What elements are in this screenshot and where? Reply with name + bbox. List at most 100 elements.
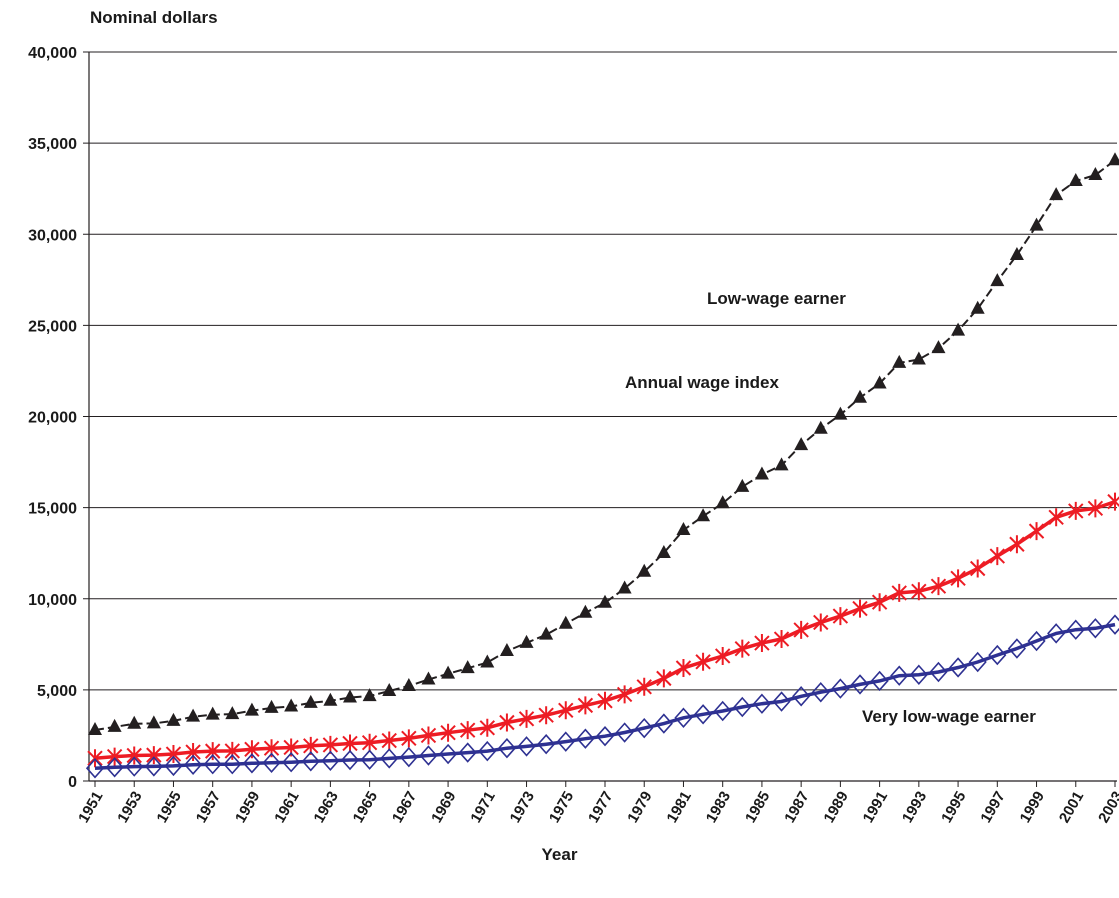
y-tick-label: 30,000 <box>28 227 77 244</box>
data-point <box>715 495 730 509</box>
data-point <box>853 389 867 403</box>
data-point <box>871 593 888 612</box>
data-point <box>301 751 320 772</box>
data-point <box>1087 499 1104 518</box>
y-tick-label: 0 <box>68 774 77 791</box>
x-tick-label: 1987 <box>781 789 812 826</box>
data-point <box>616 685 633 704</box>
series-annotation: Very low-wage earner <box>862 707 1036 726</box>
data-point <box>517 736 536 757</box>
data-point <box>813 420 828 434</box>
data-point <box>321 750 340 771</box>
data-point <box>1029 217 1044 231</box>
data-point <box>852 599 868 618</box>
x-tick-label: 1951 <box>75 789 106 826</box>
data-point <box>792 686 811 707</box>
series-very-low-wage-earner <box>85 614 1119 779</box>
data-point <box>420 726 437 745</box>
data-point <box>1009 535 1025 554</box>
series-annual-wage-index <box>88 152 1119 735</box>
data-point <box>576 728 595 749</box>
data-point <box>774 457 789 471</box>
x-tick-label: 1997 <box>977 788 1008 825</box>
x-tick-label: 1963 <box>310 789 341 826</box>
x-tick-label: 1953 <box>114 789 145 826</box>
series-annotation: Low-wage earner <box>707 289 846 308</box>
data-point <box>164 755 183 777</box>
data-point <box>85 758 105 779</box>
x-tick-label: 1977 <box>585 789 616 826</box>
x-tick-label: 1993 <box>899 789 930 826</box>
data-point <box>696 508 711 522</box>
data-point <box>832 607 849 626</box>
data-point <box>1007 638 1026 659</box>
data-point <box>988 644 1007 666</box>
x-tick-label: 2003 <box>1095 789 1119 826</box>
x-tick-label: 1981 <box>664 789 695 826</box>
data-point <box>578 604 593 618</box>
x-tick-label: 1967 <box>389 789 420 826</box>
data-point <box>1086 618 1105 639</box>
data-point <box>360 749 379 770</box>
data-point <box>597 691 613 710</box>
data-point <box>990 273 1005 287</box>
data-point <box>399 746 418 768</box>
x-axis-title: Year <box>541 845 578 864</box>
x-tick-label: 1995 <box>938 789 969 826</box>
data-point <box>556 731 575 752</box>
data-point <box>833 406 848 420</box>
data-point <box>340 749 360 771</box>
x-tick-label: 1983 <box>703 789 734 826</box>
data-point <box>656 545 671 559</box>
data-point <box>303 694 318 708</box>
data-point <box>968 651 987 673</box>
data-point <box>165 745 182 764</box>
data-point <box>284 698 299 712</box>
data-point <box>539 626 554 640</box>
x-tick-label: 1989 <box>820 789 851 826</box>
data-point <box>144 756 163 777</box>
data-point <box>949 657 968 678</box>
data-point <box>537 733 556 755</box>
data-point <box>713 700 732 722</box>
data-point <box>1049 187 1064 201</box>
data-point <box>538 706 554 725</box>
data-point <box>773 630 790 649</box>
series-annotation: Annual wage index <box>625 373 780 392</box>
data-point <box>870 670 889 692</box>
data-point <box>361 733 378 752</box>
y-tick-label: 40,000 <box>28 45 77 62</box>
x-tick-label: 1985 <box>742 789 773 826</box>
data-point <box>892 354 907 368</box>
data-point <box>1108 152 1119 166</box>
series-low-wage-earner <box>87 492 1119 768</box>
data-point <box>282 752 301 773</box>
data-point <box>107 718 122 732</box>
x-tick-label: 1965 <box>350 789 381 826</box>
data-point <box>772 691 791 712</box>
data-point <box>343 689 357 703</box>
data-point <box>714 646 731 665</box>
data-point <box>1107 492 1119 511</box>
data-point <box>694 704 713 725</box>
data-point <box>127 715 142 729</box>
x-tick-label: 1975 <box>546 789 577 826</box>
data-point <box>401 678 416 692</box>
data-point <box>617 580 632 594</box>
x-tick-label: 1961 <box>271 789 302 826</box>
data-point <box>909 664 928 685</box>
data-point <box>205 706 220 720</box>
data-point <box>262 752 281 773</box>
data-point <box>637 563 652 577</box>
data-point <box>380 748 399 769</box>
x-tick-label: 1957 <box>193 789 224 826</box>
data-point <box>733 696 752 718</box>
data-point <box>421 671 436 685</box>
data-point <box>204 742 221 761</box>
x-tick-label: 1979 <box>624 789 655 826</box>
data-point <box>518 709 535 728</box>
data-point <box>989 547 1006 566</box>
data-point <box>1027 630 1046 652</box>
data-point <box>381 731 397 750</box>
